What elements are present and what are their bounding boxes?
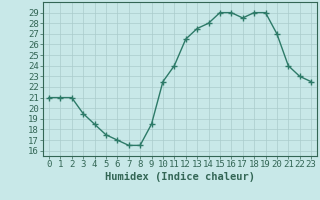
X-axis label: Humidex (Indice chaleur): Humidex (Indice chaleur) <box>105 172 255 182</box>
